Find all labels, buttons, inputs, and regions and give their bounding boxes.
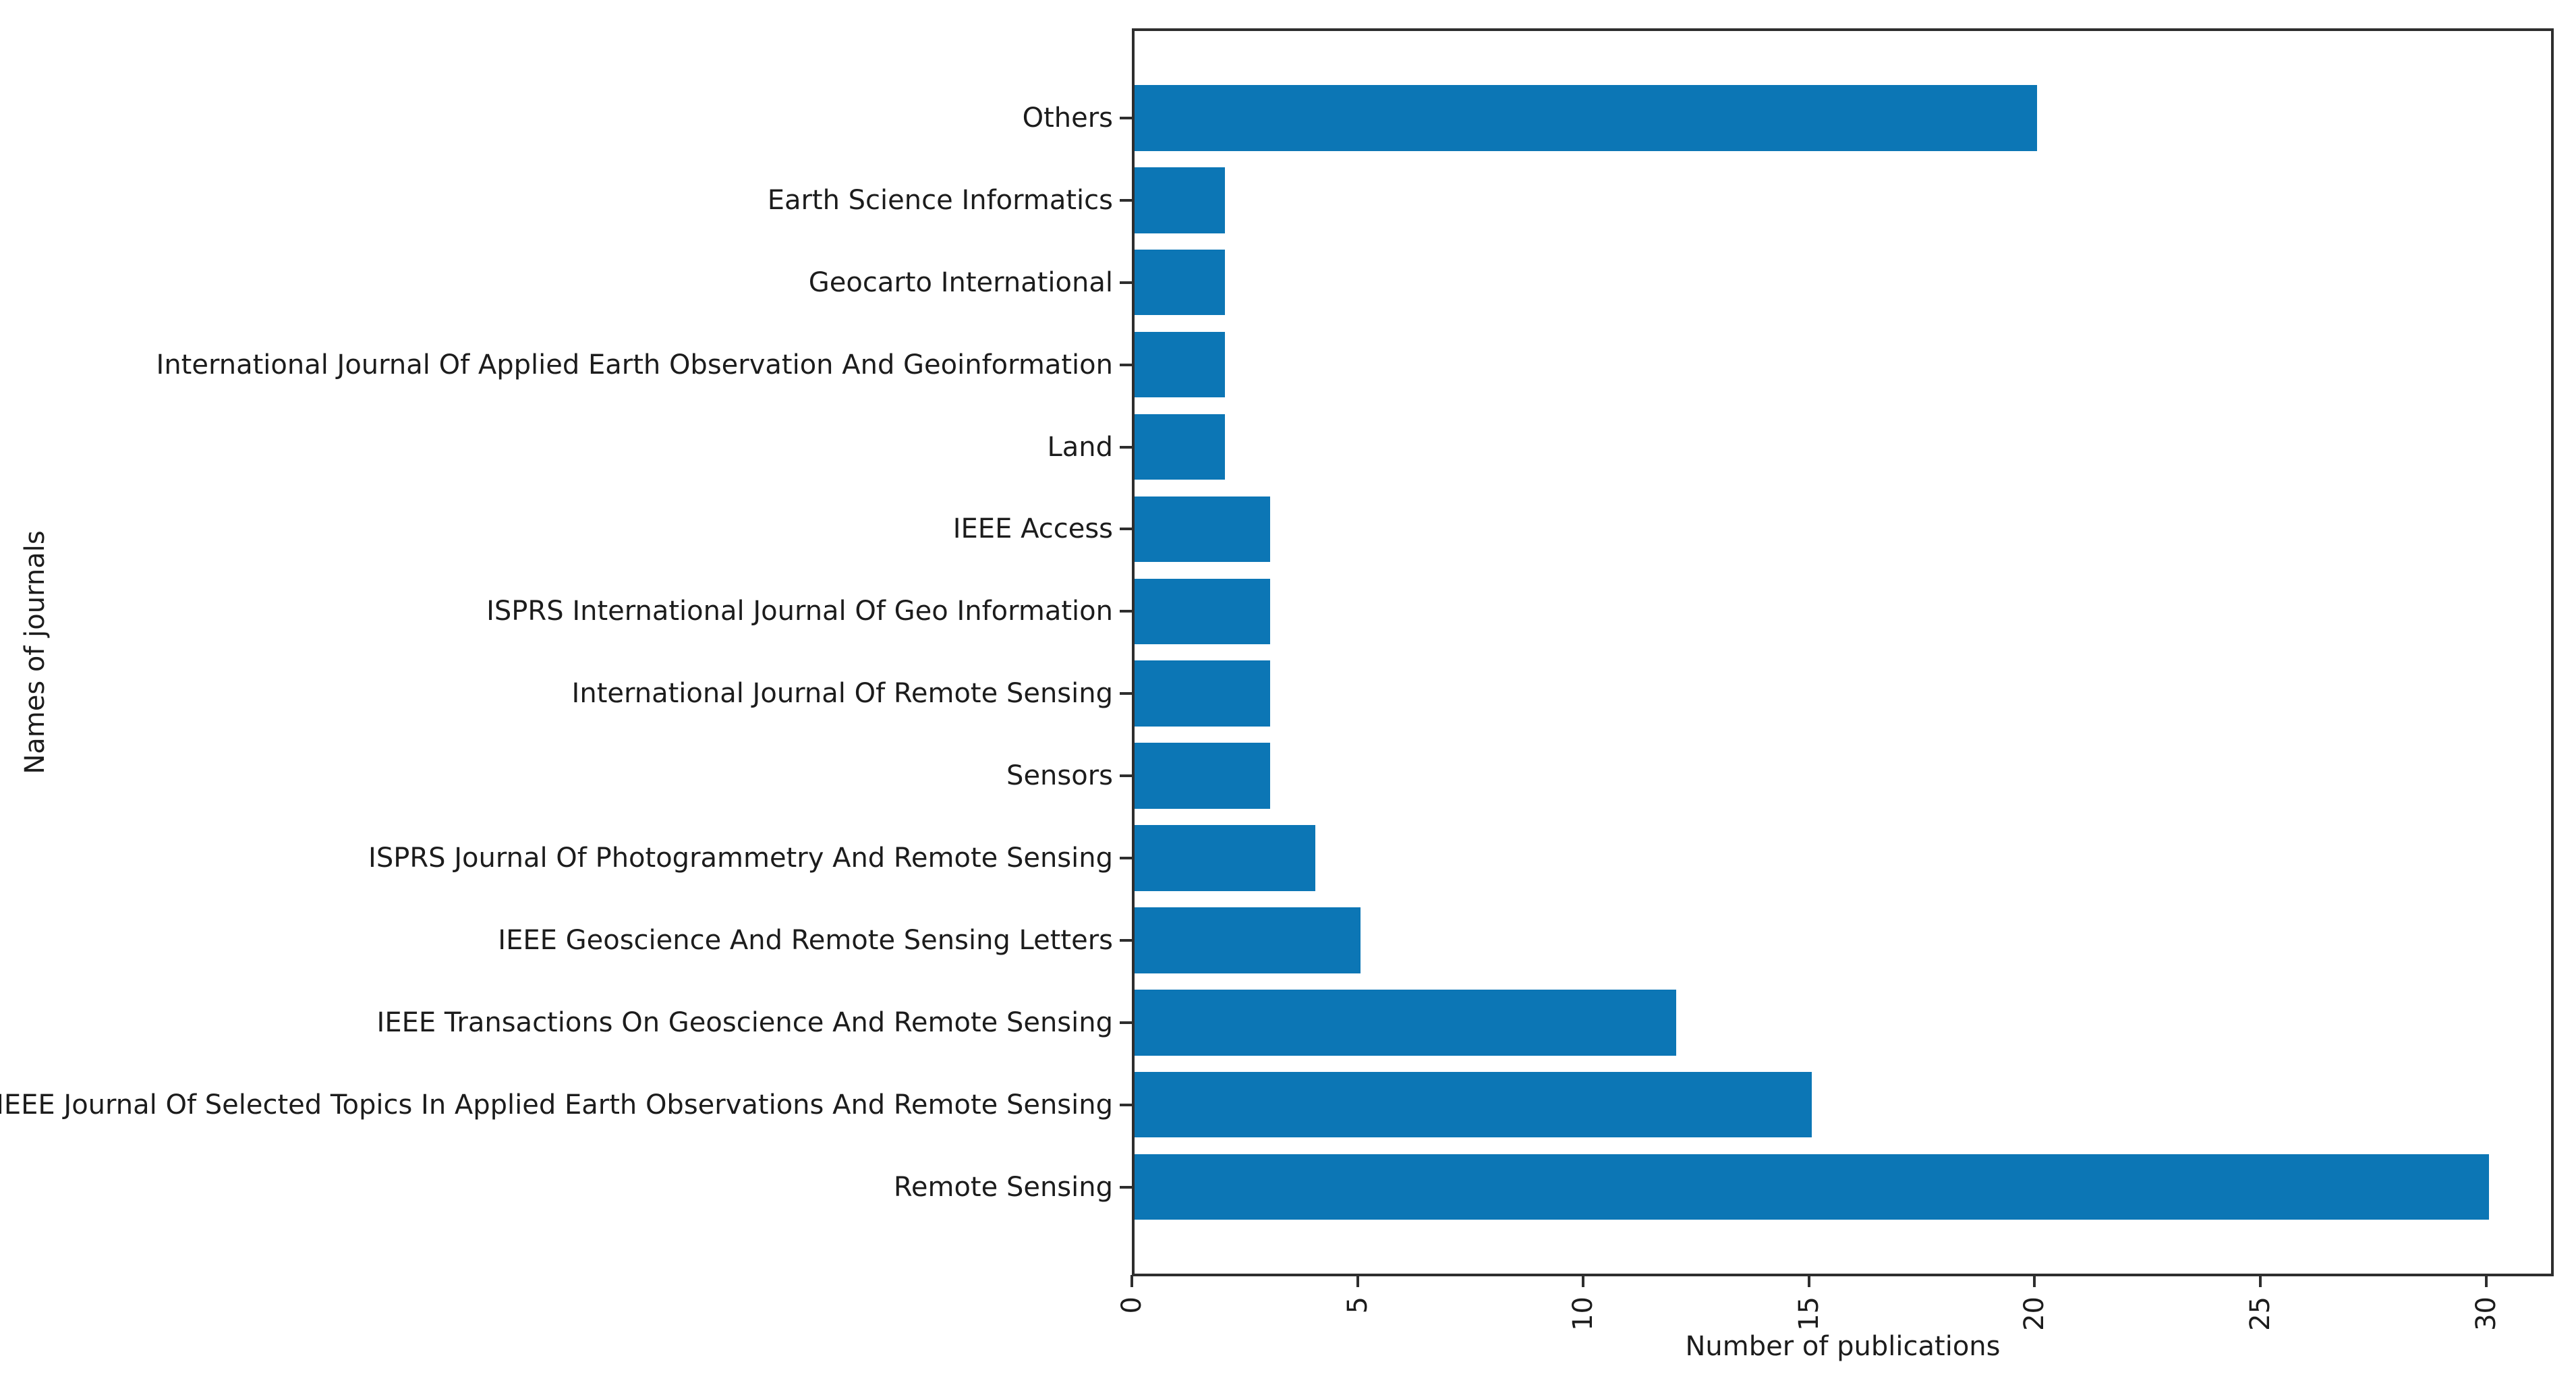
y-tick-label: IEEE Access	[952, 513, 1113, 545]
bar	[1135, 990, 1677, 1056]
bar	[1135, 1154, 2489, 1220]
y-tick-label: Geocarto International	[808, 266, 1113, 298]
y-tick	[1120, 692, 1132, 696]
x-tick-label: 25	[2245, 1297, 2277, 1331]
bar	[1135, 85, 2038, 151]
bar	[1135, 743, 1270, 809]
y-tick-label: Remote Sensing	[893, 1171, 1113, 1203]
y-tick-label: International Journal Of Applied Earth O…	[156, 349, 1113, 380]
x-tick-label: 5	[1342, 1297, 1373, 1314]
y-tick-label: Earth Science Informatics	[767, 184, 1113, 216]
x-tick	[1130, 1275, 1133, 1287]
x-axis-title: Number of publications	[1685, 1331, 2001, 1362]
y-tick	[1120, 938, 1132, 942]
y-tick	[1120, 116, 1132, 119]
x-tick-label: 15	[1793, 1297, 1825, 1331]
y-tick	[1120, 857, 1132, 859]
bar	[1135, 331, 1225, 398]
y-tick-label: International Journal Of Remote Sensing	[571, 678, 1113, 710]
x-tick	[2033, 1275, 2036, 1287]
y-tick-label: IEEE Transactions On Geoscience And Remo…	[376, 1006, 1113, 1038]
y-tick	[1120, 281, 1132, 284]
bar	[1135, 825, 1315, 891]
x-tick	[1807, 1275, 1810, 1287]
bar	[1135, 1071, 1812, 1138]
y-tick	[1120, 1103, 1132, 1106]
y-tick-label: IEEE Geoscience And Remote Sensing Lette…	[498, 924, 1113, 956]
bar	[1135, 249, 1225, 316]
y-tick	[1120, 445, 1132, 449]
y-tick-label: Others	[1022, 102, 1113, 134]
x-tick-label: 10	[1568, 1297, 1599, 1331]
y-tick-label: Sensors	[1006, 760, 1113, 792]
y-tick	[1120, 774, 1132, 778]
y-tick	[1120, 610, 1132, 613]
x-tick-label: 0	[1116, 1297, 1147, 1314]
bar	[1135, 907, 1361, 973]
x-tick	[2484, 1275, 2488, 1287]
y-tick	[1120, 528, 1132, 531]
x-tick	[1356, 1275, 1359, 1287]
y-tick	[1120, 1185, 1132, 1189]
bar	[1135, 578, 1270, 645]
x-tick	[2259, 1275, 2262, 1287]
plot-area	[1132, 28, 2554, 1276]
bar	[1135, 414, 1225, 480]
y-tick-label: IEEE Journal Of Selected Topics In Appli…	[0, 1089, 1113, 1120]
bar	[1135, 167, 1225, 233]
bar	[1135, 660, 1270, 727]
y-tick-label: Land	[1047, 431, 1113, 463]
x-tick-label: 20	[2019, 1297, 2051, 1331]
y-tick	[1120, 363, 1132, 366]
y-tick	[1120, 198, 1132, 202]
y-tick	[1120, 1021, 1132, 1024]
y-tick-label: ISPRS Journal Of Photogrammetry And Remo…	[368, 843, 1113, 874]
bar	[1135, 496, 1270, 563]
y-tick-label: ISPRS International Journal Of Geo Infor…	[486, 596, 1113, 627]
x-tick	[1582, 1275, 1585, 1287]
y-axis-title: Names of journals	[20, 530, 51, 774]
x-tick-label: 30	[2470, 1297, 2502, 1331]
